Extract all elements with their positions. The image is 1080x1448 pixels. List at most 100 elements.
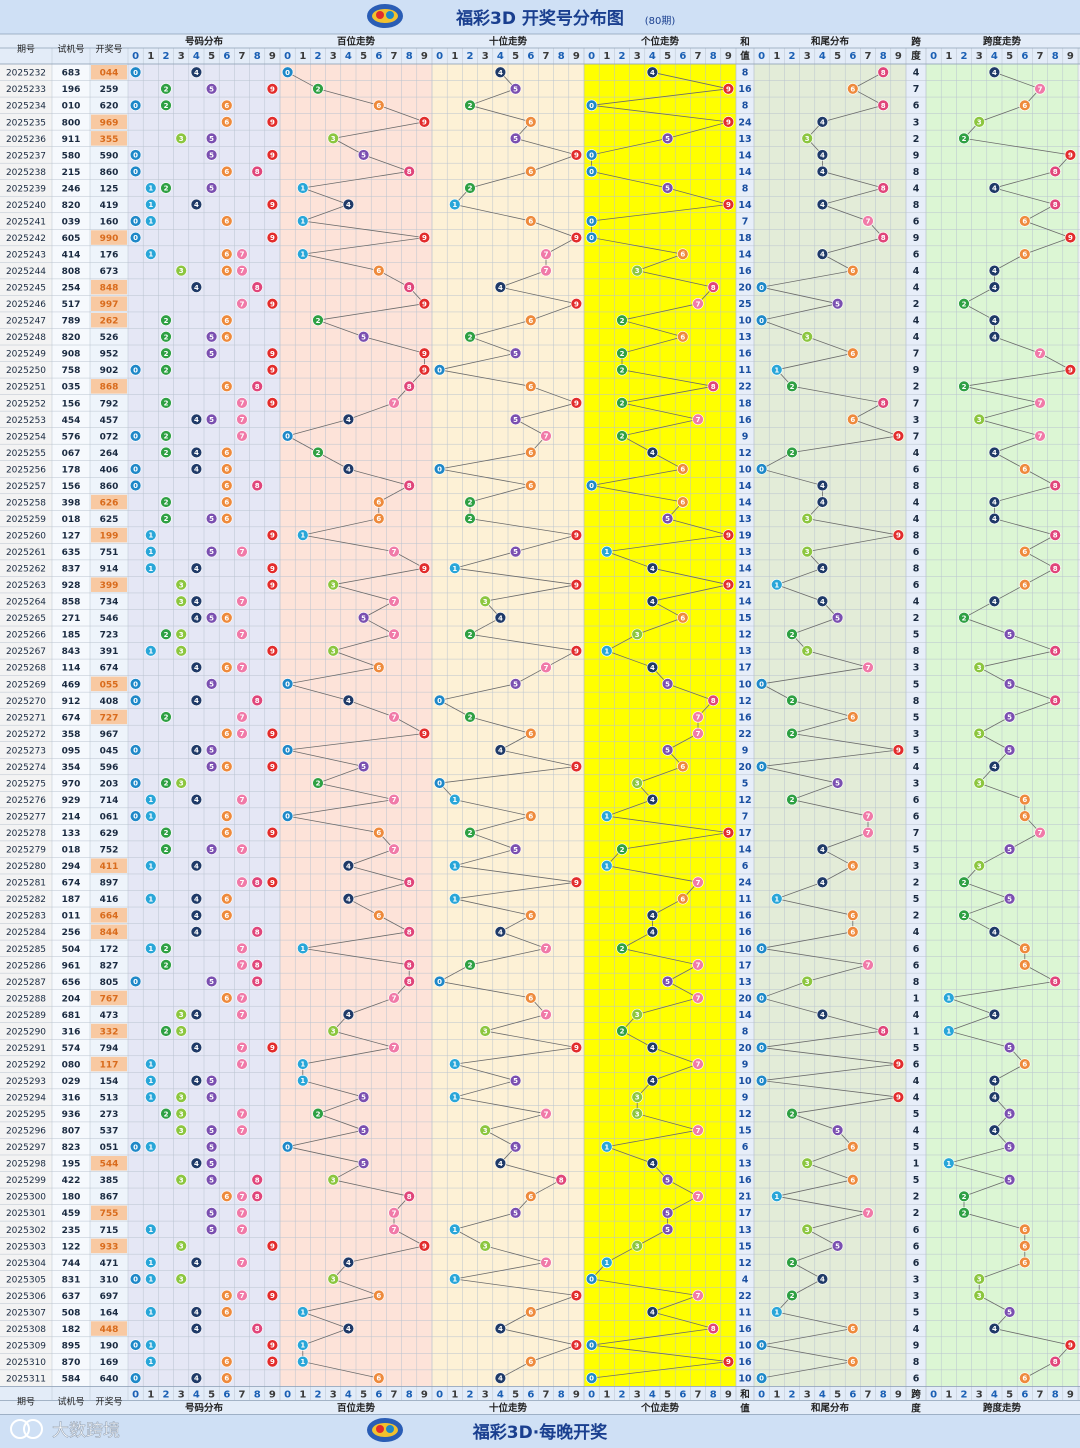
issue-cell: 2025293 [6,1077,46,1087]
draw-number-cell: 448 [100,1325,119,1335]
dist-ball: 7 [236,413,248,426]
sum-value-cell: 13 [738,1225,751,1236]
svg-text:9: 9 [270,399,275,407]
sum-value-cell: 13 [738,646,751,657]
group-draw-highlight [91,131,127,146]
tail-ball: 2 [786,1256,798,1269]
sum-value-cell: 8 [742,68,749,79]
svg-text:9: 9 [726,118,731,126]
bai-ball: 1 [297,529,309,541]
svg-text:0: 0 [285,747,290,755]
issue-cell: 2025284 [6,928,46,938]
bai-ball: 5 [357,612,370,624]
svg-text:7: 7 [1038,433,1043,441]
svg-text:8: 8 [1053,482,1058,490]
draw-number-cell: 620 [100,102,119,112]
draw-number-cell: 967 [100,730,119,740]
svg-text:4: 4 [194,1325,199,1333]
svg-text:0: 0 [133,1375,138,1383]
svg-text:9: 9 [270,730,275,738]
svg-text:9: 9 [270,1358,275,1366]
svg-text:6: 6 [528,1358,533,1366]
digit-header: 9 [1067,1389,1074,1400]
span-value-cell: 3 [913,729,920,740]
span-ball: 4 [988,446,1001,459]
shi-ball: 9 [570,397,583,409]
dist-ball: 0 [129,364,142,376]
svg-text:5: 5 [513,135,518,143]
svg-text:7: 7 [240,433,245,441]
shi-section-label: 十位走势 [489,36,528,48]
dist-ball: 1 [145,1223,157,1236]
dist-ball: 5 [205,975,218,988]
svg-text:9: 9 [574,1044,579,1052]
digit-header: 5 [664,51,671,62]
sum-value-cell: 9 [742,431,749,442]
dist-ball: 9 [266,83,279,95]
test-number-cell: 246 [62,184,81,194]
issue-cell: 2025255 [6,449,46,459]
sum-value-cell: 14 [738,200,752,211]
svg-text:1: 1 [148,895,153,903]
digit-header: 7 [543,1389,550,1400]
tail-ball: 9 [892,430,905,442]
svg-text:3: 3 [179,780,184,788]
shi-ball: 3 [479,595,491,607]
span-value-cell: 4 [913,762,920,773]
sum-value-cell: 9 [742,745,749,756]
bai-ball: 2 [312,777,324,789]
dist-ball: 6 [221,661,233,674]
svg-text:9: 9 [1068,234,1073,242]
svg-text:2: 2 [468,714,473,722]
shi-ball: 6 [525,314,537,326]
svg-text:2: 2 [790,1292,795,1300]
svg-text:2: 2 [468,829,473,837]
sum-value-cell: 17 [738,828,751,839]
tail-ball: 8 [877,99,889,112]
svg-text:4: 4 [992,928,997,936]
sum-value-cell: 21 [738,580,751,591]
test-number-cell: 908 [62,350,81,360]
tail-ball: 0 [755,281,768,293]
digit-header: 4 [991,1389,998,1400]
test-number-cell: 807 [62,1127,81,1137]
dist-ball: 4 [190,793,203,806]
bai-ball: 7 [388,1207,400,1219]
dist-ball: 9 [266,645,279,657]
issue-cell: 2025260 [6,532,46,542]
draw-number-cell: 419 [100,201,119,211]
svg-text:9: 9 [422,300,427,308]
svg-text:5: 5 [361,1094,366,1102]
period-badge: (80期) [645,15,676,27]
sum-value-cell: 16 [738,1175,752,1186]
svg-text:1: 1 [774,895,779,903]
dist-ball: 5 [205,1207,218,1219]
issue-cell: 2025300 [6,1193,46,1203]
svg-text:2: 2 [164,631,169,639]
svg-text:6: 6 [850,912,855,920]
span-value-cell: 5 [913,1109,920,1120]
tail-ball: 5 [831,1240,844,1252]
dist-ball: 7 [236,843,248,855]
test-number-cell: 122 [62,1242,81,1252]
span-ball: 5 [1003,1141,1016,1153]
dist-ball: 4 [190,562,203,574]
dist-ball: 9 [266,347,279,359]
digit-header: 8 [880,1389,887,1400]
issue-cell: 2025254 [6,432,46,442]
draw-number-cell: 160 [100,217,119,227]
test-number-cell: 454 [62,416,81,426]
svg-text:4: 4 [820,251,825,259]
dist-ball: 7 [236,1107,248,1120]
svg-text:7: 7 [240,251,245,259]
svg-text:7: 7 [696,416,701,424]
test-number-cell: 195 [62,1160,81,1170]
dist-ball: 2 [160,347,172,359]
svg-text:6: 6 [224,218,229,226]
svg-text:7: 7 [240,879,245,887]
test-number-cell: 517 [62,300,81,310]
tail-ball: 6 [847,909,859,921]
span-label-bottom: 度 [911,50,921,62]
svg-text:9: 9 [270,829,275,837]
bai-ball: 7 [388,843,400,855]
